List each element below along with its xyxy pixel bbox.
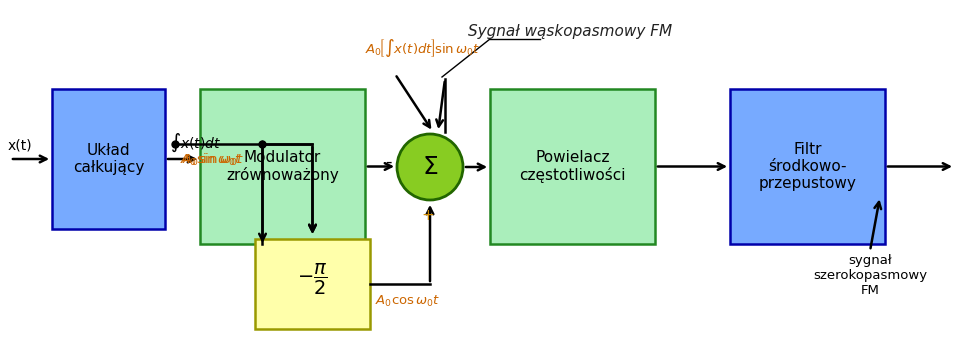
Text: $-\dfrac{\pi}{2}$: $-\dfrac{\pi}{2}$	[297, 261, 328, 297]
Text: Powielacz
częstotliwości: Powielacz częstotliwości	[519, 150, 625, 183]
Bar	[200, 89, 364, 244]
Bar	[489, 89, 654, 244]
Text: $A_0\cos\omega_0 t$: $A_0\cos\omega_0 t$	[375, 294, 440, 309]
Text: Modulator
zrównoważony: Modulator zrównoważony	[226, 150, 338, 183]
Text: x(t): x(t)	[8, 139, 33, 153]
Text: Sygnał wąskopasmowy FM: Sygnał wąskopasmowy FM	[467, 24, 672, 39]
Text: $\Sigma$: $\Sigma$	[422, 155, 437, 179]
Text: $\int x(t)dt$: $\int x(t)dt$	[170, 132, 221, 154]
Text: -: -	[385, 153, 391, 171]
Circle shape	[397, 134, 462, 200]
Bar	[729, 89, 884, 244]
Text: Filtr
środkowo-
przepustowy: Filtr środkowo- przepustowy	[758, 141, 855, 191]
Text: $A_0\sin\omega_0 t$: $A_0\sin\omega_0 t$	[183, 152, 244, 168]
Text: sygnał
szerokopasmowy
FM: sygnał szerokopasmowy FM	[812, 254, 926, 297]
Bar	[52, 89, 165, 229]
Text: $A_0\sin\omega_0 t$: $A_0\sin\omega_0 t$	[180, 152, 242, 168]
Text: Układ
całkujący: Układ całkujący	[73, 143, 144, 175]
Bar	[255, 239, 370, 329]
Text: $A_0\!\left[\int x(t)dt\right]\!\sin\omega_0 t$: $A_0\!\left[\int x(t)dt\right]\!\sin\ome…	[364, 37, 480, 59]
Text: +: +	[421, 208, 434, 223]
